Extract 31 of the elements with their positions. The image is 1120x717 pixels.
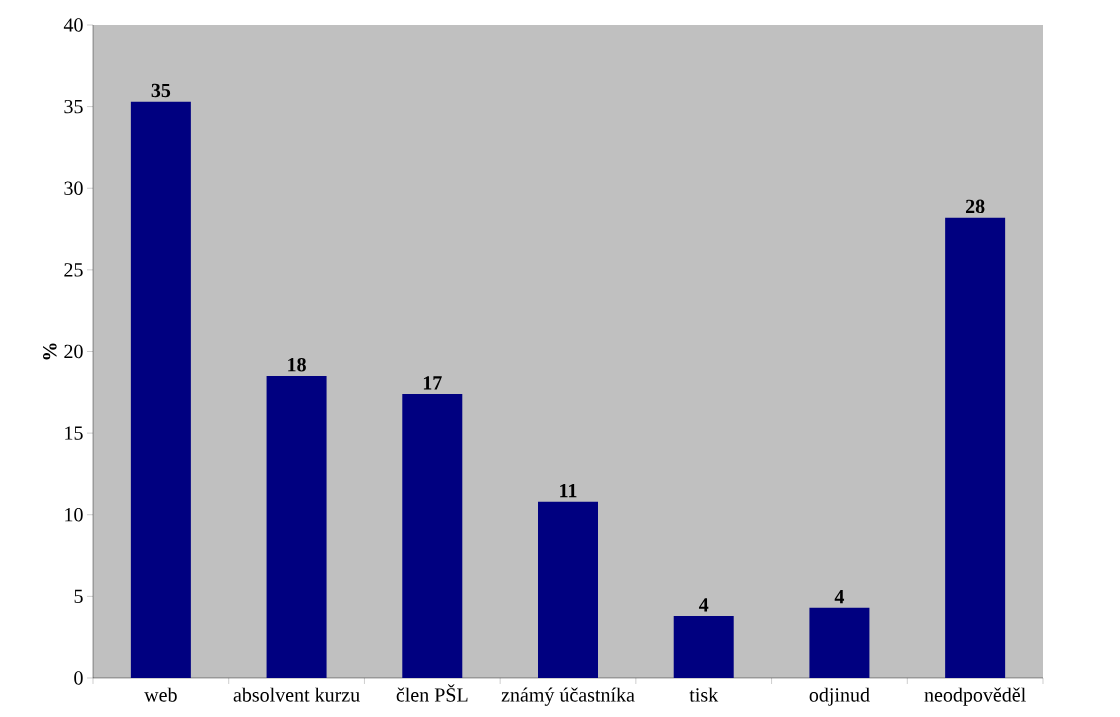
y-tick-label: 40 <box>63 18 83 32</box>
data-label: 18 <box>288 357 306 372</box>
y-tick-label: 25 <box>64 263 83 277</box>
data-label: 4 <box>698 598 709 612</box>
bar <box>945 217 1006 678</box>
data-label: 11 <box>560 483 577 498</box>
bar <box>538 501 598 678</box>
y-tick-label: 30 <box>64 181 83 195</box>
x-tick-label: web <box>144 687 177 702</box>
y-tick-label: 10 <box>65 507 83 522</box>
data-label: 4 <box>834 590 845 604</box>
bar <box>266 375 327 678</box>
x-tick-label: tisk <box>689 687 719 702</box>
bar <box>809 607 870 678</box>
data-label: 35 <box>151 83 171 98</box>
x-tick-label: člen PŠL <box>396 684 468 702</box>
y-tick-label: 35 <box>64 99 83 114</box>
y-tick-label: 20 <box>64 344 83 359</box>
y-tick-label: 5 <box>74 589 83 603</box>
data-label: 17 <box>423 376 442 390</box>
bar <box>130 101 191 678</box>
data-label: 28 <box>965 199 985 214</box>
x-tick-label: neodpověděl <box>924 687 1026 706</box>
x-tick-label: absolvent kurzu <box>233 687 360 702</box>
x-tick-label: odjinud <box>809 687 870 706</box>
x-tick-label: známý účastníka <box>501 687 635 706</box>
bar <box>402 393 463 678</box>
y-axis-title: % <box>43 343 57 360</box>
bar <box>673 615 734 678</box>
y-tick-label: 0 <box>74 671 83 685</box>
y-tick-label: 15 <box>65 426 83 440</box>
